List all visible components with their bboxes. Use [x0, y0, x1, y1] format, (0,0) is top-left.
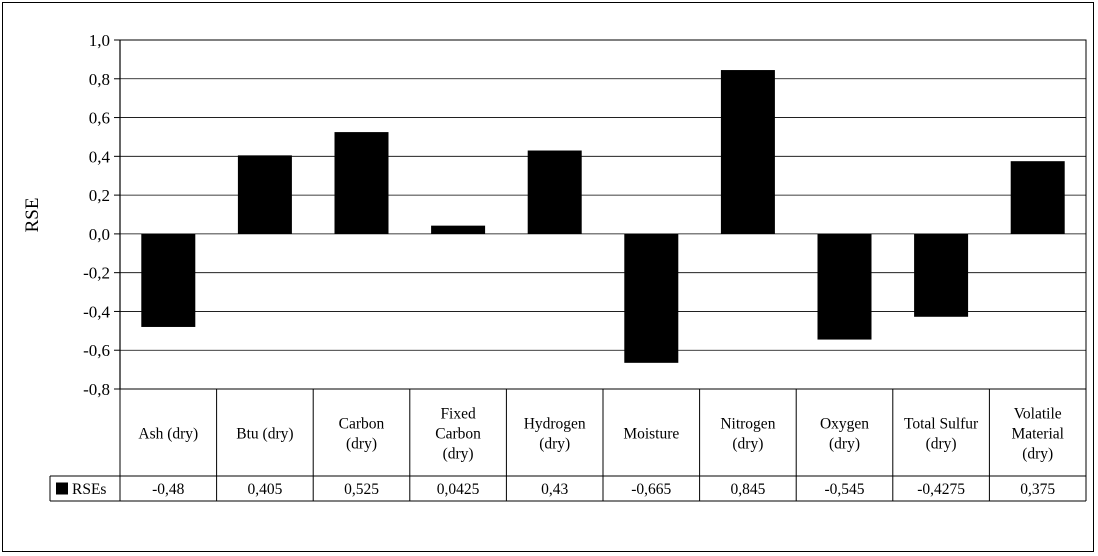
x-category-label: Nitrogen (dry)	[720, 416, 775, 453]
bar	[720, 70, 775, 234]
y-tick-label: -0,6	[83, 341, 110, 360]
y-tick-label: 0,8	[89, 70, 110, 89]
data-label: -0,48	[152, 481, 185, 498]
x-category-label: Fixed Carbon (dry)	[435, 406, 481, 463]
x-category-label: Btu (dry)	[236, 426, 293, 443]
bar	[431, 225, 486, 234]
data-label: 0,845	[730, 481, 765, 498]
y-tick-label: 0,4	[89, 147, 111, 166]
data-label: 0,0425	[437, 481, 480, 498]
y-tick-label: -0,8	[83, 380, 110, 399]
x-category-label: Total Sulfur (dry)	[904, 416, 979, 453]
bar	[334, 132, 389, 234]
y-tick-label: 0,2	[89, 186, 110, 205]
bar	[1010, 161, 1065, 234]
x-category-label: Ash (dry)	[138, 426, 198, 443]
y-tick-label: 1,0	[89, 31, 110, 50]
data-label: 0,43	[541, 481, 568, 498]
legend-key	[56, 482, 68, 495]
x-category-label: Volatile Material (dry)	[1011, 406, 1064, 463]
y-tick-label: 0,0	[89, 225, 110, 244]
x-category-label: Hydrogen (dry)	[524, 416, 586, 453]
data-label: 0,405	[247, 481, 282, 498]
y-axis-label: RSE	[22, 198, 43, 233]
y-tick-label: -0,2	[83, 264, 110, 283]
x-category-label: Moisture	[623, 426, 679, 443]
data-label: -0,4275	[917, 481, 965, 498]
x-category-label: Carbon (dry)	[339, 416, 385, 453]
bar	[624, 233, 679, 363]
bar	[914, 233, 969, 317]
bar	[141, 233, 196, 327]
y-tick-label: -0,4	[83, 302, 110, 321]
data-label: -0,545	[824, 481, 864, 498]
data-label: 0,375	[1020, 481, 1055, 498]
data-label: -0,665	[631, 481, 671, 498]
y-tick-label: 0,6	[89, 109, 110, 128]
data-label: 0,525	[344, 481, 379, 498]
x-category-label: Oxygen (dry)	[820, 416, 869, 453]
legend-series-name: RSEs	[72, 481, 106, 498]
bar	[237, 155, 292, 234]
bar	[527, 150, 582, 234]
bar	[817, 233, 872, 340]
